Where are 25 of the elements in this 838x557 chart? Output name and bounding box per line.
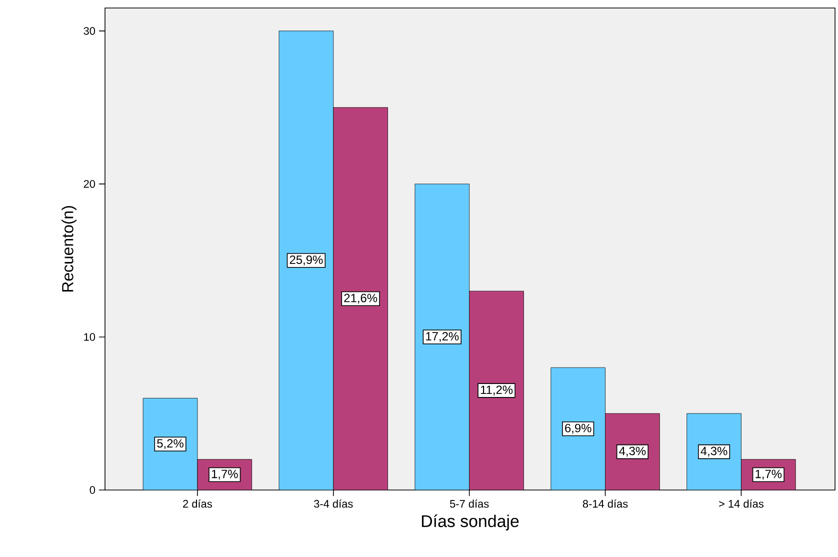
y-tick-label: 10 <box>84 333 96 341</box>
annotation: 4,3% <box>700 446 728 457</box>
x-tick-label: 8-14 días <box>582 500 628 508</box>
bar <box>278 30 334 490</box>
bar <box>414 184 470 490</box>
annotation: 21,6% <box>344 294 378 304</box>
x-tick-label: 3-4 días <box>314 500 353 508</box>
x-tick-label: 2 días <box>183 500 212 508</box>
y-tick-label: 30 <box>84 27 96 35</box>
annotation: 4,3% <box>619 446 646 457</box>
y-tick-label: 20 <box>84 180 96 188</box>
x-axis-title: Días sondaje <box>422 514 519 531</box>
annotation: 1,7% <box>212 470 238 480</box>
bar <box>550 367 606 490</box>
annotation: 6,9% <box>565 424 592 434</box>
annotation: 11,2% <box>480 386 513 396</box>
annotation: 17,2% <box>426 332 459 342</box>
x-tick-label: > 14 días <box>719 500 764 508</box>
annotation: 5,2% <box>157 439 184 450</box>
annotation: 25,9% <box>290 256 323 266</box>
y-axis-title: Recuento(n) <box>62 206 76 292</box>
y-tick-label: 0 <box>90 486 96 494</box>
x-tick-label: 5-7 días <box>450 500 489 508</box>
bar <box>142 398 198 490</box>
annotation: 1,7% <box>756 470 782 480</box>
